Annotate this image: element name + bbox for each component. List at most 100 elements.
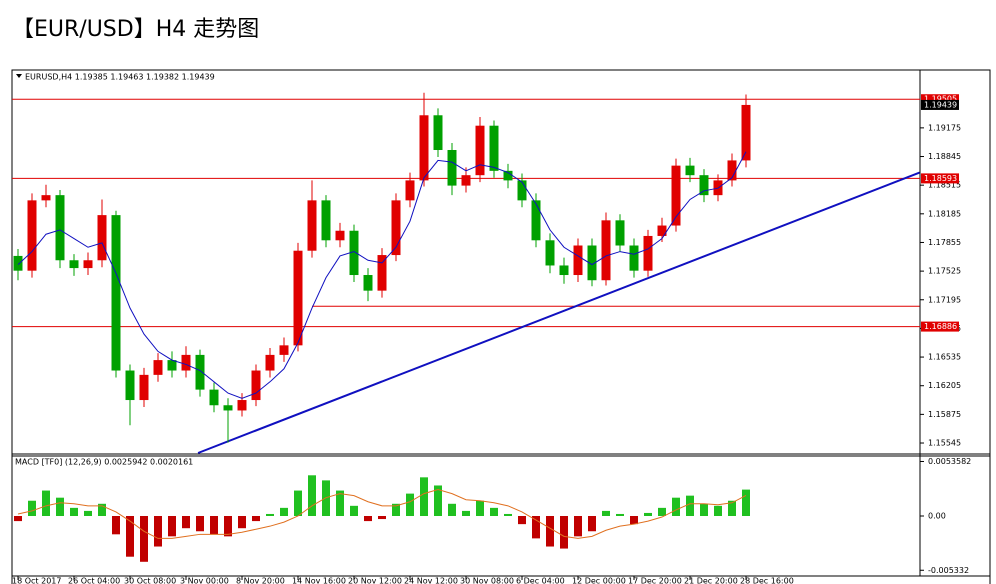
candle-body [167,360,177,371]
histogram-bar [462,510,470,516]
y-tick-label: 1.17855 [928,238,961,247]
candle-body [181,354,191,371]
y-tick-label: 1.18185 [928,209,961,218]
candle-body [629,245,639,271]
chart-subtitle: EURUSD,H4 1.19385 1.19463 1.19382 1.1943… [25,73,215,82]
histogram-bar [126,516,134,557]
price-tag [921,99,959,110]
histogram-bar [98,503,106,516]
histogram-bar [490,507,498,516]
candle-body [237,400,247,411]
candle-body [447,150,457,186]
candle-body [69,260,79,269]
candle-body [223,405,233,411]
y-tick-label: 1.17195 [928,295,961,304]
candle-body [335,230,345,241]
candle-body [209,389,219,406]
candle-body [489,125,499,171]
chart-title: 【EUR/USD】H4 走势图 [12,17,259,42]
histogram-bar [728,500,736,516]
price-tag-label: 1.16886 [924,322,957,331]
candle-body [517,180,527,201]
histogram-bar [518,516,526,525]
histogram-bar [266,513,274,516]
candle-body [433,115,443,151]
x-tick-label: 17 Dec 20:00 [628,577,682,584]
histogram-bar [714,505,722,516]
candle-body [419,115,429,181]
histogram-bar [224,516,232,537]
histogram-bar [28,500,36,516]
candle-body [587,245,597,281]
histogram-bar [672,497,680,516]
histogram-bar [42,490,50,516]
candle-body [349,230,359,276]
histogram-bar [154,516,162,547]
candle-body [559,265,569,276]
candle-body [307,200,317,251]
price-tag [921,321,959,332]
histogram-bar [420,477,428,516]
x-tick-label: 21 Dec 20:00 [684,577,738,584]
x-tick-label: 12 Dec 00:00 [572,577,626,584]
candle-body [377,255,387,291]
x-tick-label: 20 Nov 12:00 [348,577,402,584]
x-tick-label: 28 Dec 16:00 [740,577,794,584]
x-tick-label: 30 Nov 08:00 [460,577,514,584]
candle-body [741,104,751,161]
candle-body [251,370,261,401]
candle-body [391,200,401,256]
price-tag-label: 1.19439 [924,100,957,109]
histogram-bar [630,516,638,525]
candle-body [55,195,65,261]
histogram-bar [700,503,708,516]
moving-average [17,151,747,399]
x-tick-label: 30 Oct 08:00 [124,577,176,584]
histogram-bar [742,489,750,516]
x-tick-label: 3 Nov 00:00 [180,577,229,584]
candle-body [321,200,331,241]
candle-body [699,175,709,196]
candle-body [503,170,513,181]
candle-body [13,255,23,271]
histogram-bar [448,503,456,516]
histogram-bar [574,516,582,537]
candle-body [363,275,373,291]
histogram-bar [616,513,624,516]
candle-body [125,370,135,401]
histogram-bar [406,493,414,516]
price-tag-label: 1.18593 [924,174,957,183]
histogram-bar [14,516,22,522]
trendline [197,171,920,454]
x-tick-label: 18 Oct 2017 [12,577,61,584]
histogram-bar [238,516,246,529]
histogram-bar [294,490,302,516]
histogram-bar [70,507,78,516]
y-tick-label: 0.0053582 [928,457,971,466]
candle-body [265,354,275,371]
histogram-bar [532,516,540,539]
candle-body [573,245,583,276]
candle-body [461,175,471,186]
histogram-bar [378,516,386,520]
histogram-bar [182,516,190,529]
y-tick-label: -0.005332 [928,566,969,575]
y-tick-label: 0.00 [928,512,946,521]
candle-body [293,250,303,346]
x-tick-label: 8 Nov 20:00 [236,577,285,584]
histogram-bar [350,505,358,516]
candle-body [657,225,667,236]
histogram-bar [392,503,400,516]
price-tag [921,94,959,105]
y-tick-label: 1.19175 [928,123,961,132]
histogram-bar [644,512,652,516]
histogram-bar [504,513,512,516]
candle-body [279,345,289,355]
y-tick-label: 1.15545 [928,439,961,448]
histogram-bar [84,510,92,516]
histogram-bar [658,507,666,516]
candle-body [615,220,625,246]
histogram-bar [308,475,316,516]
candle-body [643,235,653,271]
price-tag [921,173,959,184]
